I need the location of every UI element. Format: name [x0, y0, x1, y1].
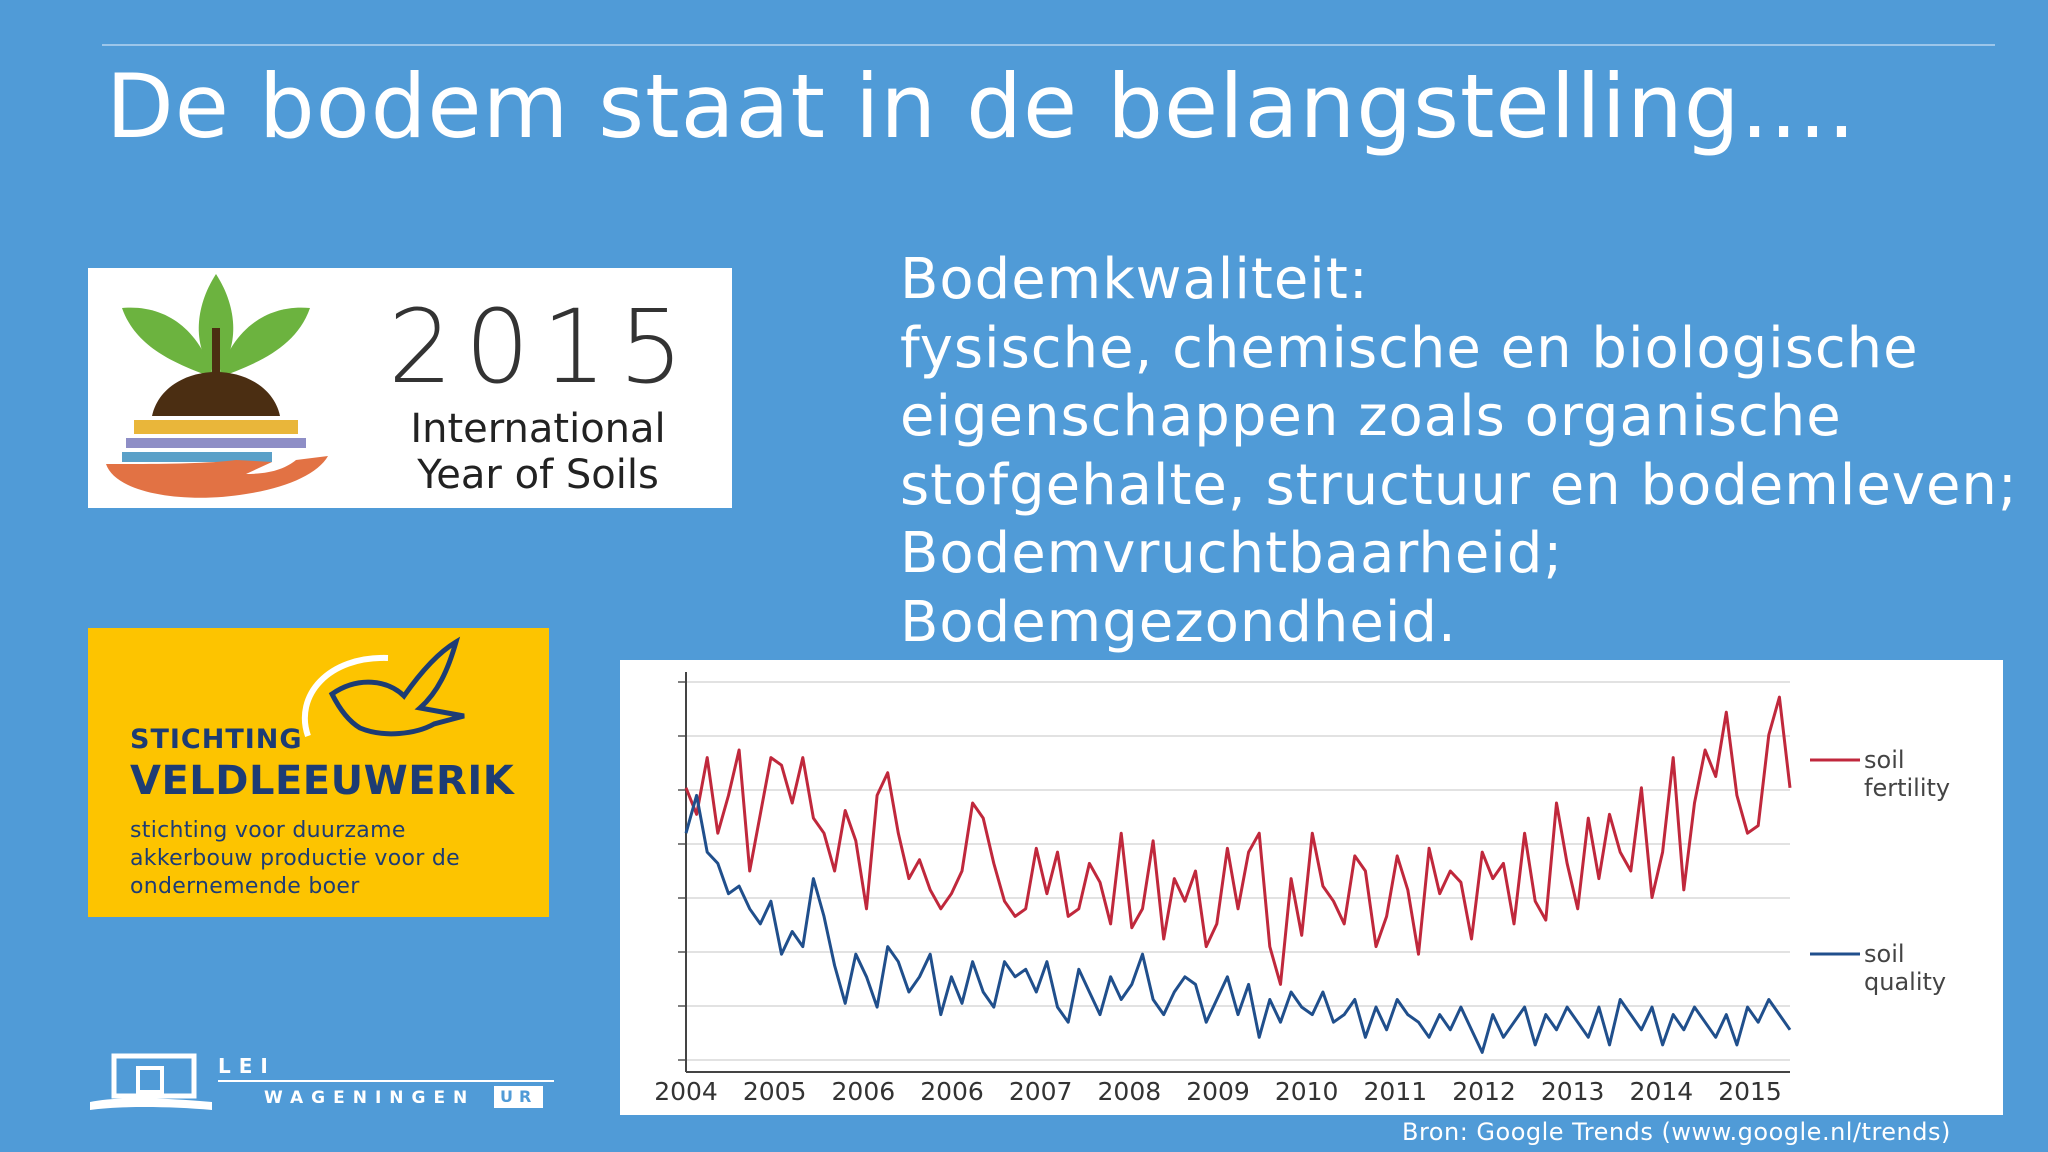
lei-badge: UR: [494, 1086, 544, 1108]
soil-hand-icon: [106, 274, 328, 498]
iys-year: 2015: [388, 288, 696, 407]
series-line-soil-quality: [684, 793, 1792, 1054]
body-line: Bodemkwaliteit:: [900, 247, 1369, 312]
source-note: Bron: Google Trends (www.google.nl/trend…: [1402, 1118, 1951, 1146]
lei-line1: LEI: [218, 1054, 276, 1078]
body-line: stofgehalte, structuur en bodemleven;: [900, 452, 2018, 518]
x-tick-label: 2010: [1275, 1077, 1339, 1106]
x-tick-label: 2006: [920, 1077, 984, 1106]
legend-label: soil: [1864, 746, 1905, 774]
x-tick-label: 2011: [1364, 1077, 1428, 1106]
x-tick-label: 2005: [743, 1077, 807, 1106]
series-line-soil-fertility: [684, 695, 1792, 986]
body-line: Bodemgezondheid.: [900, 589, 1457, 655]
lark-bird-icon: [301, 636, 465, 737]
vl-tagline-1: stichting voor duurzame: [130, 818, 406, 843]
trends-chart: 2004 2005 2006 2006 2007 2008 2009 2010 2011 2012…: [620, 660, 2003, 1115]
body-line: eigenschappen zoals organische: [900, 384, 1842, 449]
x-tick-label: 2009: [1186, 1077, 1250, 1106]
body-text: Bodemkwaliteit: fysische, chemische en b…: [900, 246, 2018, 657]
legend-label: fertility: [1864, 774, 1950, 802]
x-tick-label: 2015: [1718, 1077, 1782, 1106]
lei-line2: WAGENINGEN: [264, 1088, 476, 1108]
x-tick-label: 2012: [1452, 1077, 1516, 1106]
x-tick-label: 2008: [1098, 1077, 1162, 1106]
vl-line2: VELDLEEUWERIK: [130, 758, 515, 804]
x-tick-label: 2014: [1630, 1077, 1694, 1106]
veldleeuwerik-logo: STICHTING VELDLEEUWERIK stichting voor d…: [88, 628, 549, 917]
legend-label: soil: [1864, 940, 1905, 968]
slide-title: De bodem staat in de belangstelling....: [106, 55, 1857, 158]
trends-chart-svg: 2004 2005 2006 2006 2007 2008 2009 2010 2011 2012…: [654, 672, 1950, 1106]
lei-wageningen-logo: LEI WAGENINGEN UR: [88, 1040, 568, 1120]
vl-tagline-2: akkerbouw productie voor de: [130, 846, 460, 871]
vl-line1: STICHTING: [130, 724, 303, 755]
x-tick-label: 2004: [654, 1077, 718, 1106]
building-icon: [90, 1053, 212, 1110]
lei-divider: [218, 1080, 554, 1082]
vl-tagline-3: ondernemende boer: [130, 874, 360, 899]
iys-line2: Year of Soils: [417, 452, 659, 498]
body-line: fysische, chemische en biologische: [900, 315, 1919, 381]
iys-line1: International: [410, 406, 666, 452]
international-year-of-soils-logo: 2015 International Year of Soils: [88, 268, 732, 508]
x-tick-label: 2007: [1009, 1077, 1073, 1106]
x-tick-label: 2006: [832, 1077, 896, 1106]
body-line: Bodemvruchtbaarheid;: [900, 521, 1564, 586]
title-rule: [102, 44, 1995, 46]
legend-label: quality: [1864, 968, 1946, 996]
x-tick-label: 2013: [1541, 1077, 1605, 1106]
